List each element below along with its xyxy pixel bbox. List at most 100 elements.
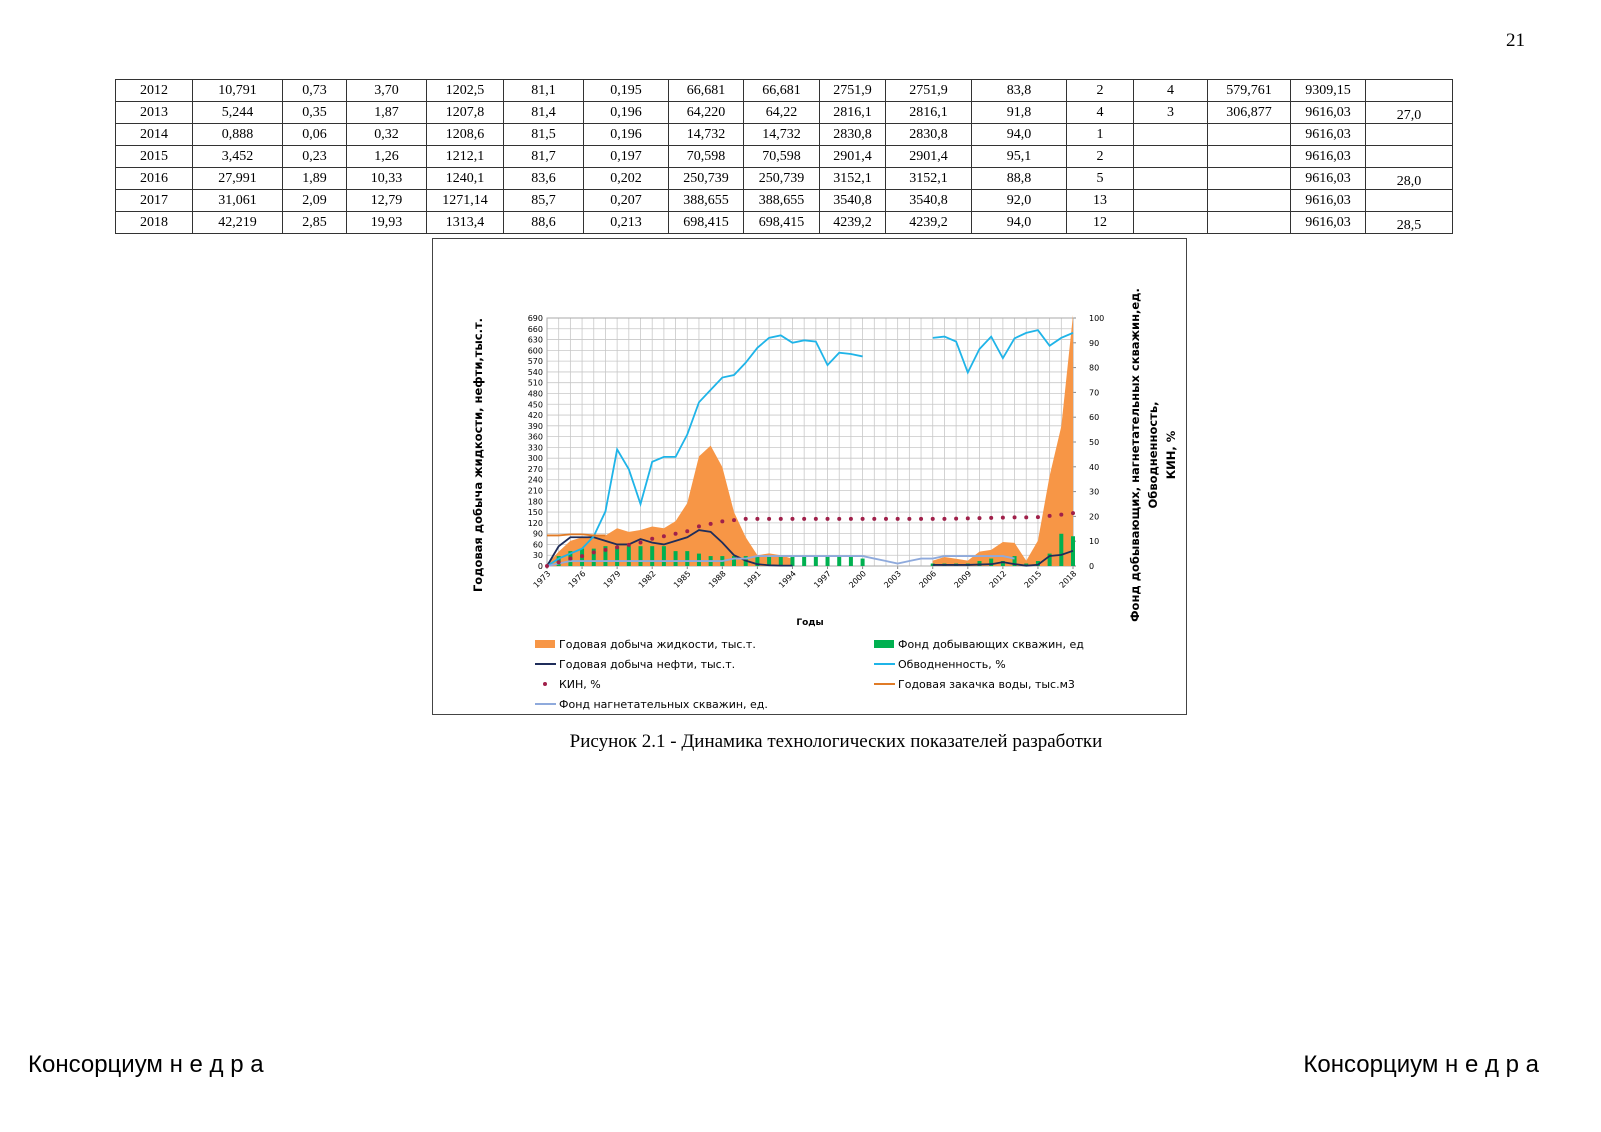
dot: [1024, 515, 1029, 520]
dot: [848, 516, 853, 521]
table-cell: 1,89: [282, 167, 347, 190]
dot: [860, 516, 865, 521]
x-axis-title: Годы: [796, 618, 823, 628]
table-cell: 27,991: [192, 167, 283, 190]
table-cell: 92,0: [971, 189, 1067, 212]
table-cell: 9616,03: [1290, 123, 1366, 146]
table-cell: 579,761: [1207, 79, 1291, 102]
dot: [883, 516, 888, 521]
caption: Рисунок 2.1 - Динамика технологических п…: [569, 731, 1103, 752]
y2-axis-title: Обводненность,: [1146, 402, 1160, 509]
bar: [1035, 561, 1040, 566]
dot: [720, 519, 725, 524]
table-row: 2016 27,991 1,89 10,33 1240,1 83,6 0,202 250,73…: [115, 167, 1453, 190]
y-tick-label: 180: [528, 497, 543, 506]
table-cell: 2017: [115, 189, 193, 212]
footer-left: Консорциум н е д р а: [28, 1051, 264, 1078]
y-tick-label: 480: [528, 389, 543, 398]
table-cell: 0,35: [282, 101, 347, 124]
table-cell: 1313,4: [426, 211, 504, 234]
dot: [977, 516, 982, 521]
table-cell: 81,1: [503, 79, 584, 102]
dot: [778, 516, 783, 521]
table-cell: 0,06: [282, 123, 347, 146]
dot: [790, 516, 795, 521]
table-cell: 1240,1: [426, 167, 504, 190]
table-cell: 13: [1066, 189, 1134, 212]
dot: [895, 516, 900, 521]
table-cell: 0,202: [583, 167, 669, 190]
table-cell: 81,4: [503, 101, 584, 124]
dot: [638, 540, 643, 545]
table-cell: 3,452: [192, 145, 283, 168]
table-cell: 698,415: [743, 211, 820, 234]
bar: [802, 556, 807, 566]
table-cell: 9616,03: [1290, 189, 1366, 212]
table-cell: 70,598: [668, 145, 744, 168]
y-tick-label: 540: [528, 368, 543, 377]
dot: [568, 556, 573, 561]
table-cell: 306,877: [1207, 101, 1291, 124]
bar: [1059, 533, 1064, 566]
table-cell: [1133, 145, 1208, 168]
legend-label: Годовая закачка воды, тыс.м3: [898, 678, 1075, 691]
table-cell: 0,196: [583, 101, 669, 124]
dot: [696, 524, 701, 529]
dot: [919, 516, 924, 521]
table-cell: 66,681: [743, 79, 820, 102]
bar: [860, 558, 865, 566]
bar: [638, 546, 643, 566]
table-cell: 2012: [115, 79, 193, 102]
y2-axis-title: Фонд добывающих, нагнетательных скважин,…: [1128, 288, 1142, 622]
bar: [790, 556, 795, 566]
table-cell: 31,061: [192, 189, 283, 212]
table-cell: 5: [1066, 167, 1134, 190]
dot: [685, 529, 690, 534]
dot: [615, 545, 620, 550]
bar: [1024, 563, 1029, 566]
table-cell: 2: [1066, 145, 1134, 168]
y-tick-label: 60: [533, 540, 543, 549]
table-cell: 3540,8: [885, 189, 972, 212]
dot: [591, 550, 596, 555]
dot: [1035, 515, 1040, 520]
table-cell: 3540,8: [819, 189, 886, 212]
table-cell: 1,26: [346, 145, 427, 168]
table-cell: [1365, 79, 1453, 102]
table-cell: 4: [1133, 79, 1208, 102]
bar: [673, 551, 678, 566]
table-cell: 2014: [115, 123, 193, 146]
dot: [545, 564, 549, 568]
y2-tick-label: 30: [1089, 488, 1099, 497]
table-cell: 250,739: [743, 167, 820, 190]
table-cell: 28,5: [1365, 211, 1453, 234]
footer-right: Консорциум н е д р а: [1303, 1051, 1539, 1078]
table-cell: 12: [1066, 211, 1134, 234]
y-tick-label: 270: [528, 465, 543, 474]
table-row: 2012 10,791 0,73 3,70 1202,5 81,1 0,195 66,681 6…: [115, 79, 1453, 102]
y-tick-label: 600: [528, 346, 543, 355]
page-number: 21: [1506, 30, 1525, 51]
y2-tick-label: 90: [1089, 339, 1099, 348]
dot: [556, 560, 561, 565]
line: [546, 555, 1015, 567]
bar: [977, 561, 982, 566]
table-cell: [1133, 211, 1208, 234]
table-cell: 27,0: [1365, 101, 1453, 124]
table-cell: 14,732: [743, 123, 820, 146]
line: [546, 329, 1074, 567]
dot: [954, 516, 959, 521]
dot: [965, 516, 970, 521]
table-cell: [1207, 123, 1291, 146]
table-cell: 3152,1: [819, 167, 886, 190]
legend-label: Обводненность, %: [898, 658, 1006, 671]
bar: [661, 546, 666, 566]
table-cell: 64,22: [743, 101, 820, 124]
legend-label: Фонд добывающих скважин, ед: [898, 638, 1084, 651]
bar: [685, 551, 690, 566]
bar: [767, 556, 772, 566]
dot: [603, 547, 608, 552]
dot: [1000, 515, 1005, 520]
table-cell: 1271,14: [426, 189, 504, 212]
